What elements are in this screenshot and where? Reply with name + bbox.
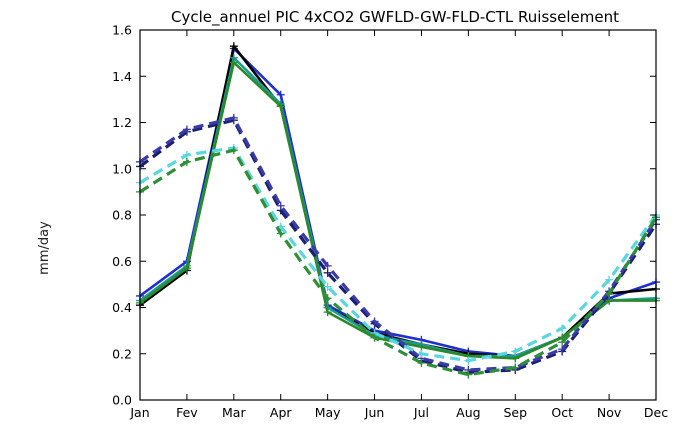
y-tick-label: 0.8 <box>112 208 132 223</box>
data-point-marker <box>511 347 520 356</box>
x-tick-label: Jun <box>364 405 385 420</box>
data-point-marker <box>417 359 426 367</box>
data-point-marker <box>182 157 191 166</box>
y-tick-label: 1.6 <box>112 23 132 38</box>
data-point-marker <box>323 282 332 291</box>
data-point-marker <box>511 354 520 363</box>
data-point-marker <box>417 342 426 351</box>
data-point-marker <box>182 264 191 273</box>
data-point-marker <box>323 294 332 303</box>
x-tick-label: May <box>315 405 341 420</box>
x-tick-label: Nov <box>597 405 622 420</box>
x-tick-label: Dec <box>644 405 668 420</box>
data-point-marker <box>229 42 238 51</box>
data-point-marker <box>276 102 285 111</box>
x-tick-label: Fev <box>176 405 198 420</box>
data-point-marker <box>605 296 614 305</box>
y-tick-label: 0.4 <box>112 300 132 315</box>
x-tick-label: Sep <box>503 405 527 420</box>
data-point-marker <box>464 356 473 365</box>
data-point-marker <box>276 90 285 99</box>
data-point-marker <box>182 150 191 159</box>
y-tick-label: 1.2 <box>112 115 132 130</box>
data-point-marker <box>323 308 332 317</box>
chart-title: Cycle_annuel PIC 4xCO2 GWFLD-GW-FLD-CTL … <box>171 8 619 27</box>
tick-layer: 0.0 0.2 0.4 0.6 0.8 1.0 1.2 1.4 1.6 Jan Fev Mar Apr M… <box>112 23 668 421</box>
data-point-marker <box>323 268 332 277</box>
y-tick-label: 0.2 <box>112 346 132 361</box>
data-point-marker <box>276 229 285 238</box>
x-tick-label: Aug <box>456 405 480 420</box>
series-line-2 <box>139 56 657 358</box>
data-point-marker <box>558 338 567 347</box>
data-point-marker <box>323 261 332 270</box>
series-line-1 <box>139 44 657 358</box>
y-tick-label: 1.4 <box>112 69 132 84</box>
x-tick-label: Apr <box>270 405 292 420</box>
x-tick-label: Mar <box>222 405 246 420</box>
x-tick-label: Jan <box>129 405 149 420</box>
data-point-marker <box>276 201 285 210</box>
y-tick-label: 0.0 <box>112 393 132 408</box>
data-point-marker <box>558 324 567 333</box>
data-point-marker <box>229 113 238 122</box>
x-tick-label: Jul <box>413 405 429 420</box>
data-point-marker <box>605 275 614 284</box>
series-line-5 <box>139 116 658 372</box>
series-line-3 <box>139 61 656 360</box>
data-point-marker <box>511 363 520 372</box>
series-line-0 <box>139 47 657 358</box>
data-point-marker <box>229 58 238 67</box>
data-point-marker <box>182 125 191 134</box>
y-tick-label: 1.0 <box>112 161 132 176</box>
y-tick-label: 0.6 <box>112 254 132 269</box>
data-point-marker <box>464 370 473 379</box>
data-point-marker <box>558 345 567 354</box>
series-layer <box>136 42 660 379</box>
series-line-6 <box>139 146 658 363</box>
data-point-marker <box>605 289 614 298</box>
y-axis-label: mm/day <box>37 221 52 275</box>
data-point-marker <box>229 146 238 155</box>
data-point-marker <box>417 349 426 358</box>
data-point-marker <box>370 333 379 342</box>
x-tick-label: Oct <box>551 405 573 420</box>
data-point-marker <box>370 317 379 326</box>
